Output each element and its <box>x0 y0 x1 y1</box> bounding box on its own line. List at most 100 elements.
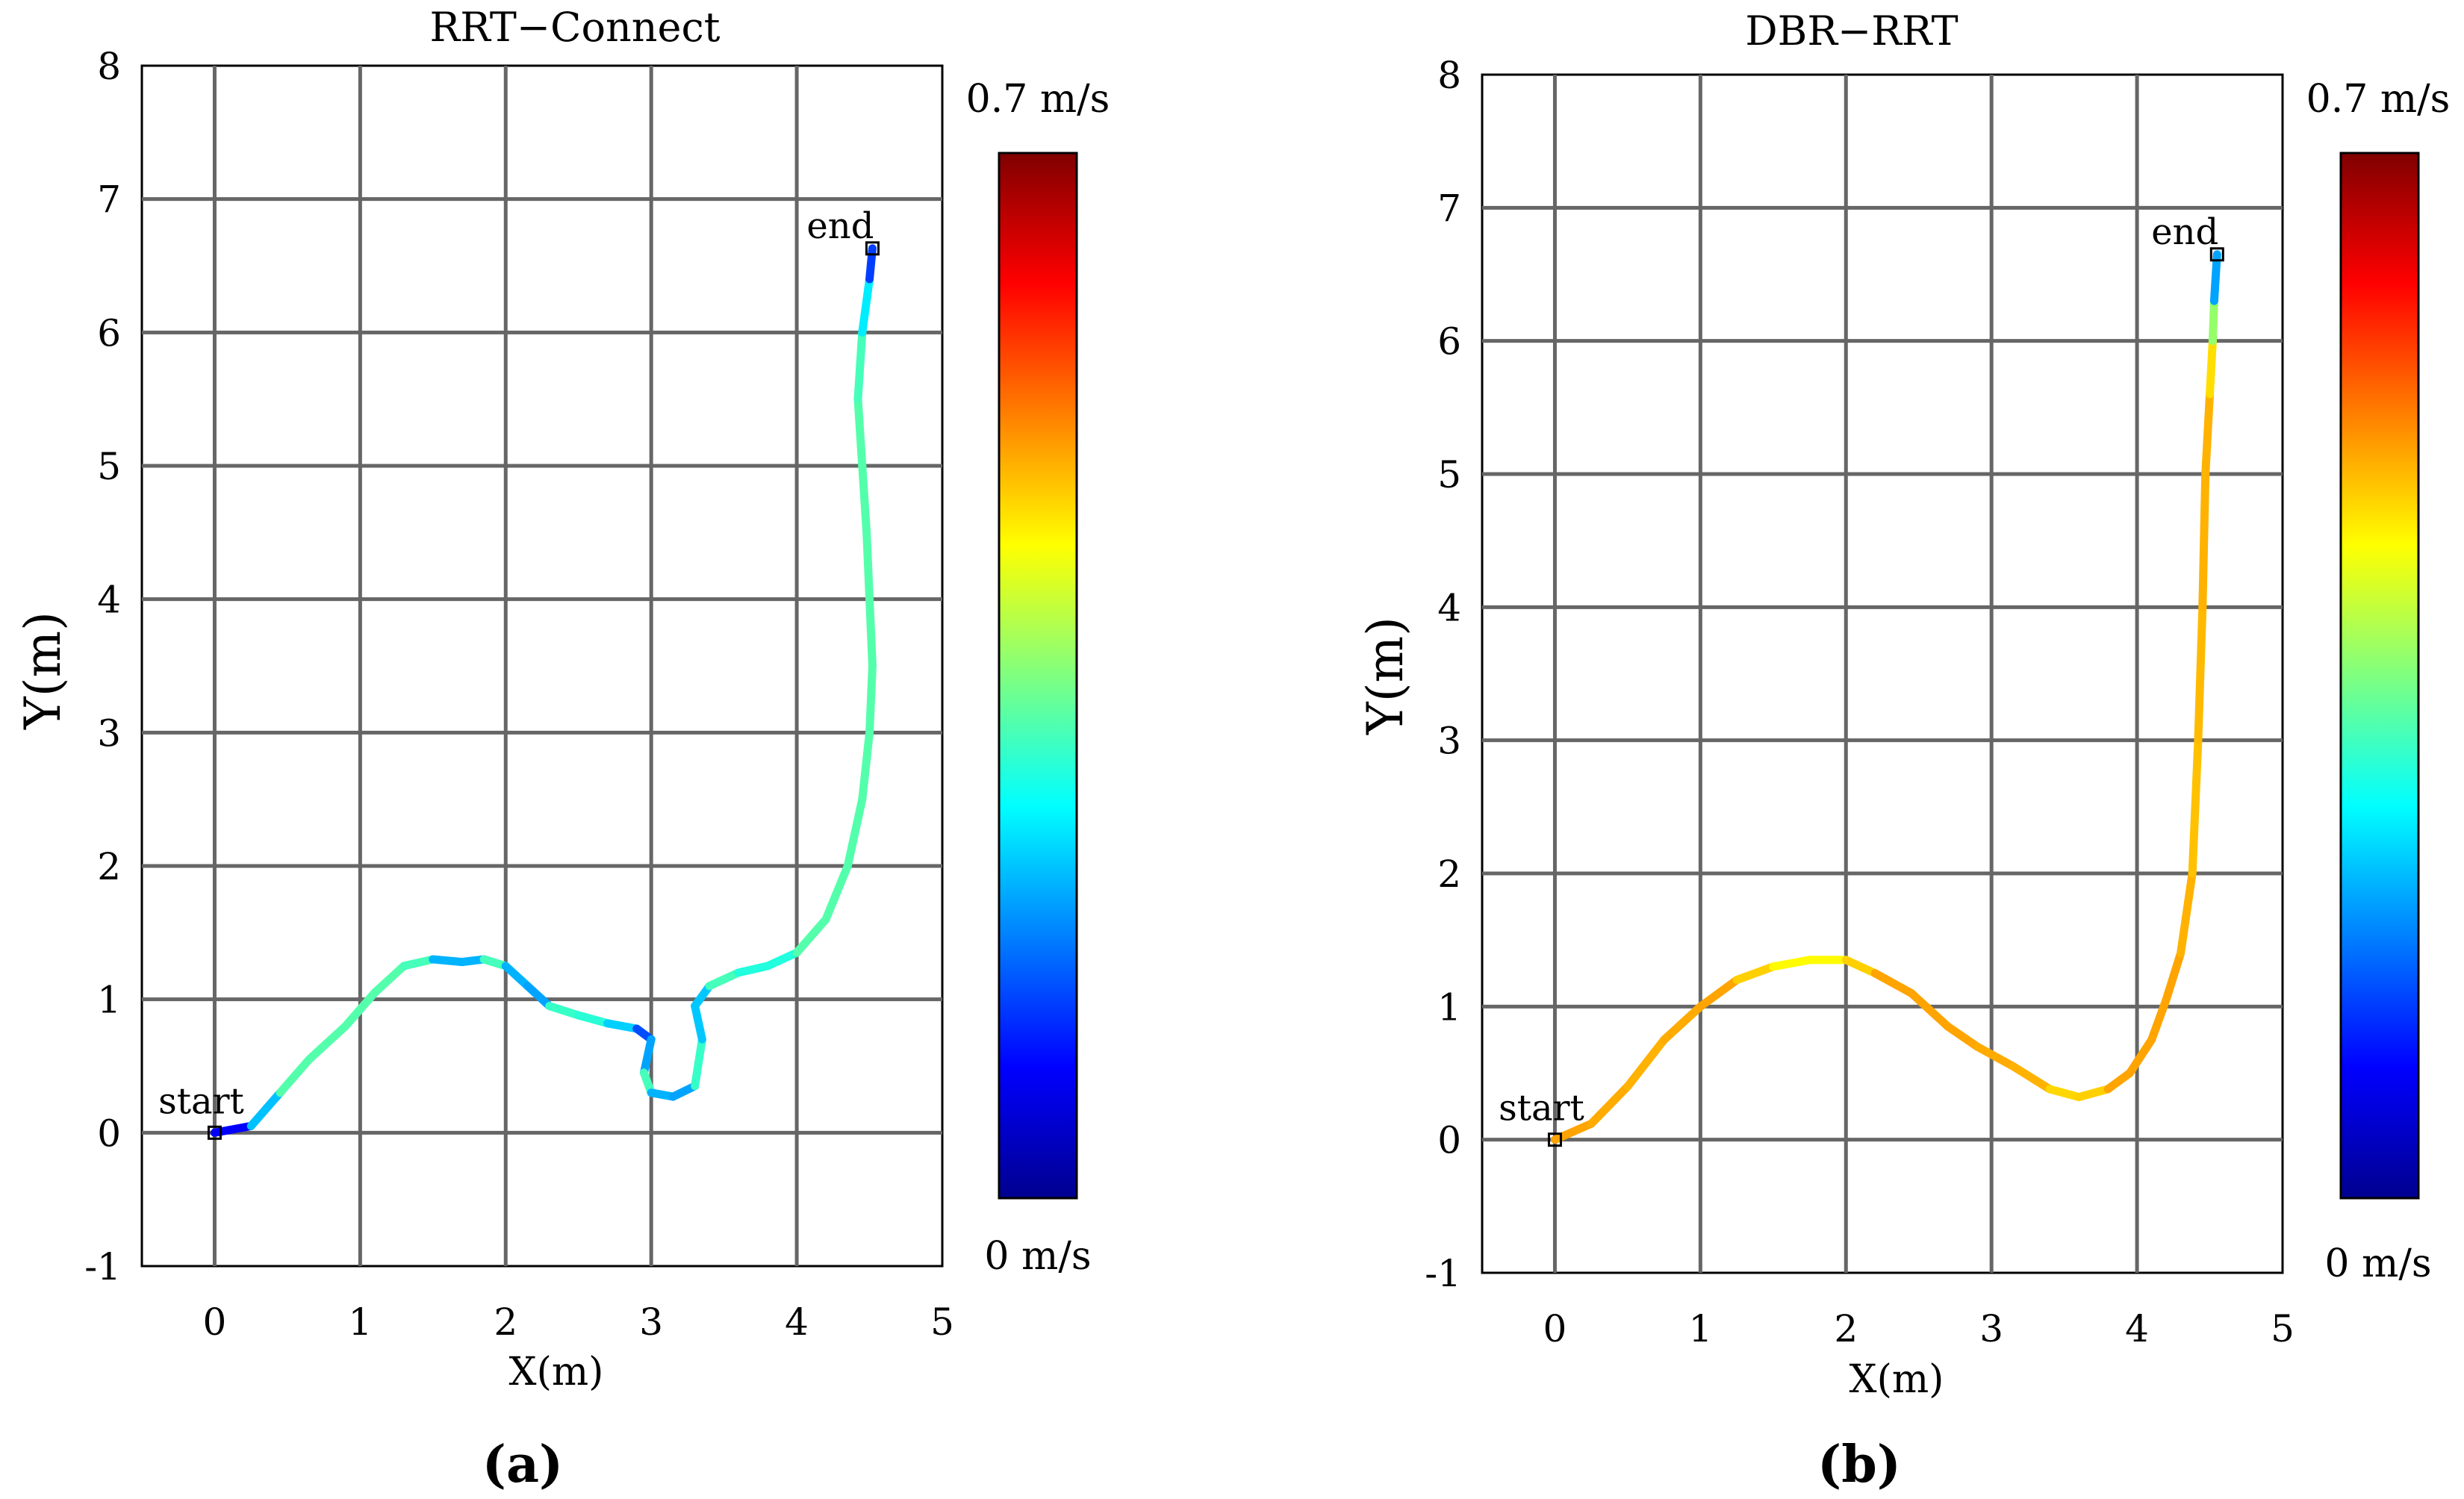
panel-a-y-tick-label: 4 <box>97 579 121 622</box>
panel-b-colorbar-max-label: 0.7 m/s <box>2306 77 2451 122</box>
panel-b-x-axis-label: X(m) <box>1849 1357 1944 1402</box>
panel-b-y-axis-label: Y(m) <box>1357 617 1414 735</box>
panel-b-path-segment <box>1973 1042 2017 1071</box>
panel-b-y-tick-label: 5 <box>1437 453 1461 496</box>
panel-a-start-label: start <box>158 1080 244 1122</box>
panel-a-path-segment <box>639 1035 656 1077</box>
panel-b-x-tick-label: 1 <box>1688 1307 1712 1350</box>
panel-a-path-segment <box>246 1088 284 1130</box>
panel-a-y-tick-label: 5 <box>97 445 121 488</box>
panel-a-path-segment <box>545 1002 583 1020</box>
panel-a-y-tick-label: 3 <box>97 711 121 755</box>
panel-a-path-segment <box>691 1035 706 1091</box>
panel-b-path-segment <box>1944 1022 1982 1051</box>
panel-a-x-tick-label: 1 <box>348 1300 372 1344</box>
panel-a-path-segment <box>862 528 874 604</box>
panel-b-x-tick-label: 5 <box>2271 1307 2295 1350</box>
panel-a-colorbar-min-label: 0 m/s <box>984 1234 1091 1279</box>
panel-b-end-label: end <box>2151 211 2218 253</box>
panel-a-colorbar <box>998 152 1078 1200</box>
panel-b-label-text: (b) <box>1817 1435 1901 1495</box>
panel-a-path-segment <box>853 328 867 404</box>
panel-b-path-segment <box>2177 869 2197 958</box>
panel-b-end-marker <box>2209 247 2224 262</box>
panel-a-title: RRT−Connect <box>430 4 721 51</box>
panel-a-path-segment <box>853 395 867 470</box>
panel-b-y-tick-label: 7 <box>1437 187 1461 230</box>
panel-a-x-axis-label: X(m) <box>509 1350 604 1394</box>
panel-b-path-segment <box>2206 337 2217 399</box>
panel-a-path-segment <box>341 988 379 1030</box>
panel-a-x-ticks: 0 1 2 3 4 5 <box>203 1300 954 1344</box>
panel-a-end-label: end <box>806 205 874 247</box>
panel-a-start-marker <box>207 1125 222 1140</box>
panel-b-y-tick-label: 0 <box>1437 1119 1461 1162</box>
panel-b-y-tick-label: 4 <box>1437 586 1461 629</box>
panel-b-path-segment <box>2125 1035 2156 1077</box>
panel-b-y-tick-label: 8 <box>1437 54 1461 97</box>
panel-a-path-segment <box>865 244 877 284</box>
panel-b-path-segment <box>1732 962 1778 985</box>
panel-a-path-segment <box>399 955 438 970</box>
panel-b-x-ticks: 0 1 2 3 4 5 <box>1543 1307 2295 1350</box>
panel-a-y-tick-label: 1 <box>97 979 121 1022</box>
panel-b-path-segment <box>2194 602 2207 745</box>
panel-b-x-tick-label: 0 <box>1543 1307 1567 1350</box>
panel-a-colorbar-max-label: 0.7 m/s <box>966 77 1110 122</box>
panel-b-start-marker <box>1547 1132 1562 1147</box>
panel-a-path-segment <box>858 461 871 537</box>
panel-a-path-segment <box>792 914 830 957</box>
panel-a-plot-frame <box>140 64 944 1268</box>
panel-b-plot-frame <box>1481 73 2284 1274</box>
panel-b-path-segment <box>1623 1035 1669 1091</box>
panel-a-x-tick-label: 5 <box>930 1300 954 1344</box>
panel-a: RRT−Connect 0 1 2 3 4 5 -1 0 1 2 3 4 5 6 7 8 start end… <box>14 4 1110 1495</box>
panel-a-x-tick-label: 2 <box>494 1300 517 1344</box>
panel-a-y-tick-label: 2 <box>97 845 121 888</box>
panel-a-path-segment <box>603 1019 641 1033</box>
panel-a-path-segment <box>370 962 408 997</box>
panel-a-y-tick-label: 7 <box>97 178 121 222</box>
panel-b-path-segment <box>1696 976 1741 1011</box>
panel-b-path-segment <box>2045 1085 2083 1102</box>
panel-a-path-segment <box>501 962 532 991</box>
panel-b-path-segment <box>2074 1085 2112 1102</box>
panel-b-colorbar-min-label: 0 m/s <box>2324 1241 2431 1286</box>
panel-b-title: DBR−RRT <box>1745 7 1958 54</box>
panel-a-path-segment <box>865 661 877 737</box>
panel-b-y-tick-label: -1 <box>1425 1252 1461 1295</box>
panel-b-path-segment <box>2162 949 2185 1004</box>
panel-b-colorbar <box>2339 152 2420 1200</box>
panel-a-label-text: (a) <box>482 1435 563 1495</box>
panel-a-path-segment <box>691 1002 706 1044</box>
panel-a-path-segment <box>691 982 714 1011</box>
panel-b-path-segment <box>2208 296 2218 346</box>
panel-a-path-segment <box>843 795 867 870</box>
panel-a-path-segment <box>523 982 554 1011</box>
panel-b: DBR−RRT 0 1 2 3 4 5 -1 0 1 2 3 4 5 6 7 8 start end X(m… <box>1357 7 2450 1495</box>
panel-a-x-tick-label: 3 <box>639 1300 663 1344</box>
panel-b-y-tick-label: 3 <box>1437 720 1461 763</box>
panel-b-label: (b) <box>1817 1435 1901 1495</box>
panel-b-y-tick-label: 2 <box>1437 853 1461 896</box>
panel-a-x-tick-label: 4 <box>785 1300 809 1344</box>
panel-b-path-segment <box>2103 1069 2134 1094</box>
panel-b-path-segment <box>2009 1062 2054 1094</box>
panel-b-grid <box>1482 75 2283 1273</box>
panel-b-y-ticks: -1 0 1 2 3 4 5 6 7 8 <box>1425 54 1461 1295</box>
panel-b-path-segment <box>2201 390 2215 479</box>
panel-a-path-segment <box>305 1021 350 1064</box>
panel-a-path-segment <box>276 1055 314 1097</box>
panel-a-path-segment <box>865 595 877 670</box>
panel-a-y-tick-label: -1 <box>84 1245 121 1288</box>
panel-b-x-tick-label: 3 <box>1979 1307 2003 1350</box>
panel-b-path-segment <box>1587 1082 1632 1128</box>
panel-b-path-segment <box>1660 1002 1705 1044</box>
panel-b-path <box>1550 250 2221 1144</box>
panel-a-path-segment <box>858 728 874 804</box>
panel-b-path-segment <box>2198 470 2210 611</box>
panel-a-y-ticks: -1 0 1 2 3 4 5 6 7 8 <box>84 45 121 1288</box>
panel-a-y-tick-label: 8 <box>97 45 121 88</box>
panel-a-y-tick-label: 6 <box>97 311 121 355</box>
